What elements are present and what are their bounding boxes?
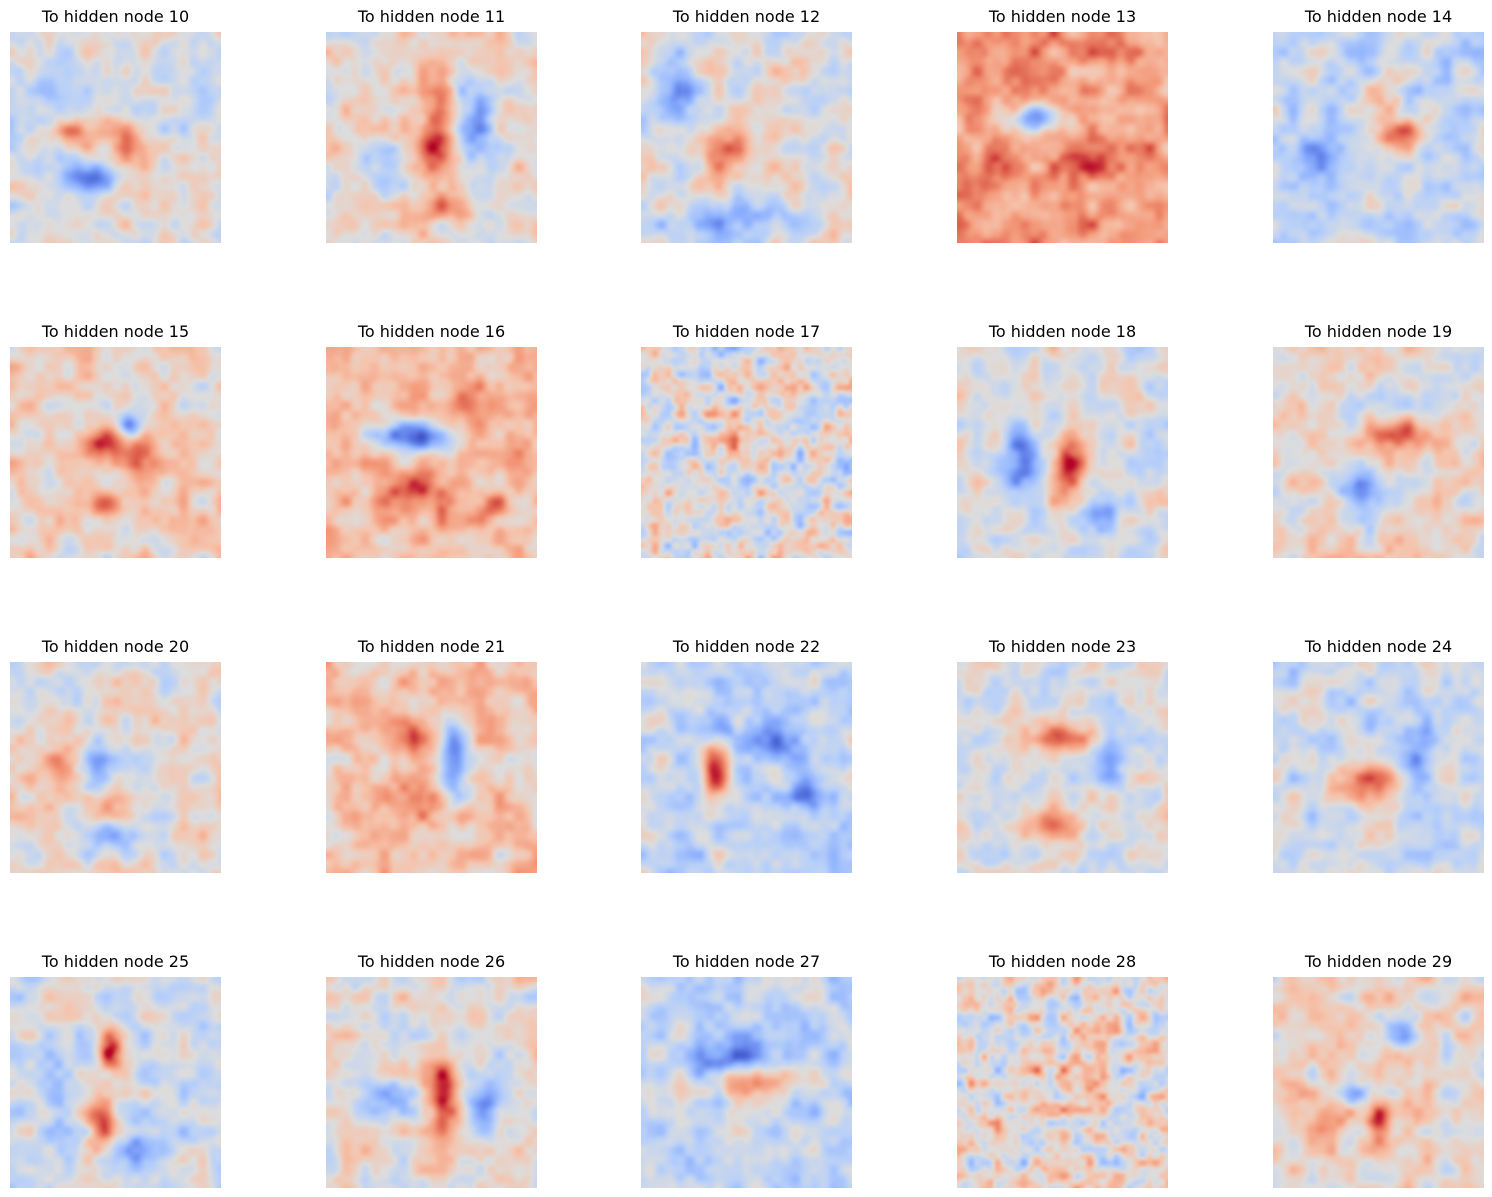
panel-title: To hidden node 11 <box>357 7 506 26</box>
heatmap-panel: To hidden node 27 <box>641 946 852 1188</box>
heatmap-panel: To hidden node 25 <box>10 946 221 1188</box>
weight-heatmap <box>10 32 221 243</box>
panel-title: To hidden node 13 <box>988 7 1137 26</box>
heatmap-panel: To hidden node 17 <box>641 316 852 558</box>
panel-title: To hidden node 15 <box>41 322 190 341</box>
heatmap-panel: To hidden node 15 <box>10 316 221 558</box>
heatmap-panel: To hidden node 23 <box>957 631 1168 873</box>
panel-title: To hidden node 10 <box>41 7 190 26</box>
heatmap-panel: To hidden node 18 <box>957 316 1168 558</box>
panel-title: To hidden node 22 <box>672 637 821 656</box>
weight-heatmap <box>641 347 852 558</box>
heatmap-panel: To hidden node 26 <box>326 946 537 1188</box>
heatmap-panel: To hidden node 29 <box>1273 946 1484 1188</box>
panel-title: To hidden node 23 <box>988 637 1137 656</box>
panel-title: To hidden node 19 <box>1304 322 1453 341</box>
panel-title: To hidden node 25 <box>41 952 190 971</box>
panel-title: To hidden node 24 <box>1304 637 1453 656</box>
heatmap-panel: To hidden node 28 <box>957 946 1168 1188</box>
weight-heatmap <box>326 662 537 873</box>
heatmap-panel: To hidden node 20 <box>10 631 221 873</box>
heatmap-panel: To hidden node 19 <box>1273 316 1484 558</box>
weight-heatmap <box>1273 662 1484 873</box>
heatmap-panel: To hidden node 22 <box>641 631 852 873</box>
heatmap-panel: To hidden node 14 <box>1273 1 1484 243</box>
panel-title: To hidden node 26 <box>357 952 506 971</box>
panel-title: To hidden node 21 <box>357 637 506 656</box>
weight-heatmap <box>1273 977 1484 1188</box>
heatmap-panel: To hidden node 10 <box>10 1 221 243</box>
weight-heatmap <box>641 977 852 1188</box>
weight-heatmap <box>957 662 1168 873</box>
panel-title: To hidden node 27 <box>672 952 821 971</box>
heatmap-panel: To hidden node 13 <box>957 1 1168 243</box>
heatmap-panel: To hidden node 24 <box>1273 631 1484 873</box>
heatmap-panel: To hidden node 11 <box>326 1 537 243</box>
heatmap-panel: To hidden node 16 <box>326 316 537 558</box>
panel-title: To hidden node 17 <box>672 322 821 341</box>
panel-title: To hidden node 16 <box>357 322 506 341</box>
weight-heatmap <box>957 977 1168 1188</box>
weight-heatmap <box>10 347 221 558</box>
heatmap-panel: To hidden node 12 <box>641 1 852 243</box>
weight-heatmap <box>641 662 852 873</box>
weight-heatmap <box>326 347 537 558</box>
panel-title: To hidden node 12 <box>672 7 821 26</box>
heatmap-panel: To hidden node 21 <box>326 631 537 873</box>
panel-title: To hidden node 29 <box>1304 952 1453 971</box>
panel-title: To hidden node 28 <box>988 952 1137 971</box>
weight-heatmap <box>1273 32 1484 243</box>
panel-title: To hidden node 20 <box>41 637 190 656</box>
weight-heatmap <box>957 32 1168 243</box>
weight-heatmap <box>326 32 537 243</box>
panel-title: To hidden node 14 <box>1304 7 1453 26</box>
weight-heatmap <box>10 662 221 873</box>
panel-title: To hidden node 18 <box>988 322 1137 341</box>
weight-heatmap <box>1273 347 1484 558</box>
weight-heatmap <box>641 32 852 243</box>
weight-heatmap <box>957 347 1168 558</box>
weight-heatmap <box>10 977 221 1188</box>
weight-heatmap <box>326 977 537 1188</box>
